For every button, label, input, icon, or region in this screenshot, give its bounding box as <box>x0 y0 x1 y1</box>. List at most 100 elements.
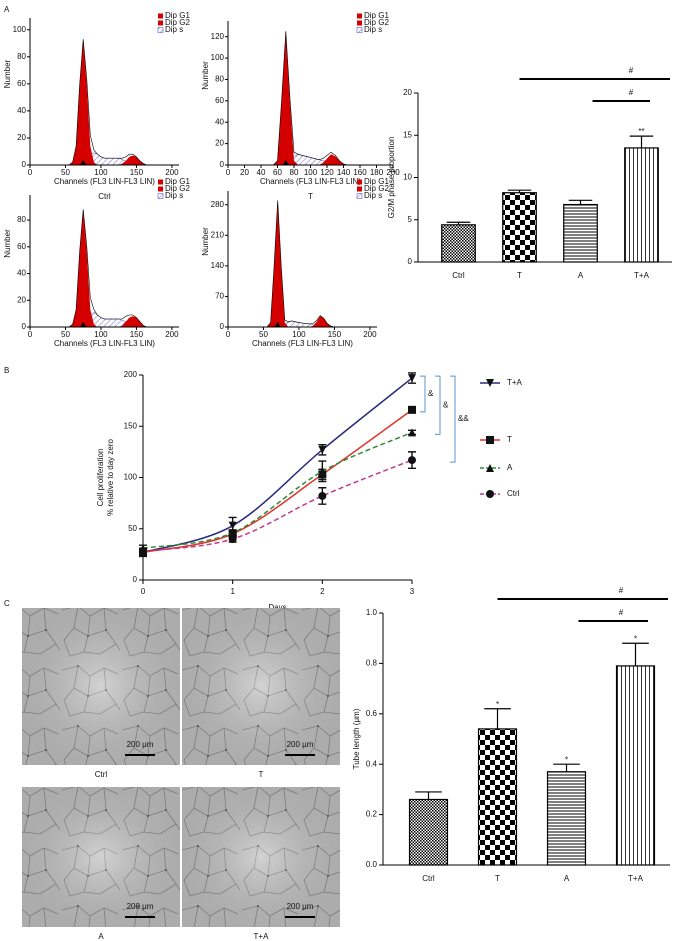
legend-label: A <box>507 463 513 472</box>
y-tick-label: 210 <box>211 230 225 239</box>
y-tick-label: 280 <box>211 200 225 209</box>
x-tick-label: 0 <box>141 587 146 596</box>
bar <box>441 224 476 263</box>
marker <box>228 535 237 543</box>
y-tick-label: 150 <box>124 421 138 430</box>
y-tick-label: 0 <box>22 322 27 331</box>
y-axis-label: % relative to day zero <box>106 438 115 515</box>
y-tick-label: 50 <box>128 524 137 533</box>
legend-label: Dip G1 <box>364 177 389 186</box>
x-tick-label: 200 <box>165 330 179 339</box>
legend-swatch <box>357 179 362 185</box>
legend-swatch <box>158 20 163 26</box>
marker <box>408 374 416 383</box>
comparison-label: & <box>428 389 434 398</box>
y-tick-label: 0 <box>220 160 225 169</box>
scale-bar-label: 200 μm <box>127 740 154 749</box>
legend-marker <box>486 436 494 444</box>
x-tick-label: 100 <box>292 330 306 339</box>
panel-label: C <box>4 599 10 608</box>
significance-mark: * <box>634 634 637 643</box>
legend-label: Dip G2 <box>364 18 389 27</box>
bar <box>615 665 656 866</box>
axes <box>142 375 412 581</box>
comparison-bracket <box>420 375 426 413</box>
scale-bar-label: 200 μm <box>287 902 314 911</box>
bar <box>546 771 587 866</box>
comparison-bracket <box>450 375 456 463</box>
bar <box>502 192 537 263</box>
x-tick-label: 0 <box>226 330 231 339</box>
x-axis-label: Channels (FL3 LIN-FL3 LIN) <box>252 339 353 348</box>
x-tick-label: 200 <box>165 168 179 177</box>
y-axis-label: Number <box>201 227 210 256</box>
comparison-label: # <box>619 586 624 595</box>
marker <box>408 405 416 414</box>
y-tick-label: 100 <box>124 473 138 482</box>
y-tick-label: 100 <box>13 25 27 34</box>
legend-label: Dip s <box>165 25 183 34</box>
x-tick-label: T+A <box>628 874 644 883</box>
x-tick-label: 160 <box>353 168 367 177</box>
histogram-outline <box>261 31 377 166</box>
legend-label: T <box>507 435 512 444</box>
marker <box>228 521 237 530</box>
x-tick-label: 1 <box>230 587 235 596</box>
y-tick-label: 100 <box>211 53 225 62</box>
x-tick-label: 80 <box>290 168 299 177</box>
y-tick-label: 0.4 <box>366 759 378 768</box>
x-tick-label: 0 <box>226 168 231 177</box>
y-axis-label: Cell proliferation <box>96 449 105 507</box>
x-tick-label: 3 <box>410 587 415 596</box>
legend-label: Dip G2 <box>364 184 389 193</box>
y-tick-label: 60 <box>17 242 26 251</box>
bar <box>563 203 598 263</box>
x-tick-label: 60 <box>273 168 282 177</box>
histogram-area <box>256 200 356 327</box>
histogram-outline <box>256 200 356 328</box>
legend-marker <box>486 490 494 498</box>
micrograph-shading <box>182 608 340 765</box>
y-tick-label: 80 <box>17 52 26 61</box>
marker <box>318 467 327 476</box>
micrograph-label: A <box>98 932 104 941</box>
bar <box>624 147 659 263</box>
y-tick-label: 0.6 <box>366 709 378 718</box>
histogram-area <box>58 209 158 327</box>
x-tick-label: 100 <box>94 168 108 177</box>
histogram-area <box>58 155 158 165</box>
legend-label: T+A <box>507 378 523 387</box>
y-axis-label: Tube length (μm) <box>352 708 361 769</box>
legend-swatch <box>357 13 362 19</box>
legend-swatch <box>357 186 362 192</box>
histogram-area <box>261 31 377 165</box>
legend-label: Dip s <box>364 191 382 200</box>
x-tick-label: 140 <box>337 168 351 177</box>
histogram-outline <box>58 209 158 328</box>
x-tick-label: 150 <box>328 330 342 339</box>
legend-label: Dip s <box>364 25 382 34</box>
y-tick-label: 120 <box>211 32 225 41</box>
x-tick-label: 40 <box>257 168 266 177</box>
sample-label: Ctrl <box>98 192 111 201</box>
comparison-label: # <box>619 608 624 617</box>
y-tick-label: 10 <box>403 173 412 182</box>
y-axis-label: Number <box>3 59 12 88</box>
legend-swatch <box>158 186 163 192</box>
y-tick-label: 1.0 <box>366 608 378 617</box>
x-tick-label: 50 <box>61 168 70 177</box>
peak-marker <box>282 160 289 165</box>
x-tick-label: T <box>495 874 500 883</box>
x-tick-label: 0 <box>28 168 33 177</box>
x-tick-label: 2 <box>320 587 325 596</box>
x-tick-label: 200 <box>386 168 400 177</box>
axes <box>227 21 393 166</box>
y-tick-label: 20 <box>403 88 412 97</box>
micrograph-shading <box>22 787 180 927</box>
x-tick-label: 20 <box>240 168 249 177</box>
peak-marker <box>274 322 281 327</box>
marker <box>139 547 147 556</box>
x-axis-label: Channels (FL3 LIN-FL3 LIN) <box>260 177 361 186</box>
marker <box>408 456 416 465</box>
